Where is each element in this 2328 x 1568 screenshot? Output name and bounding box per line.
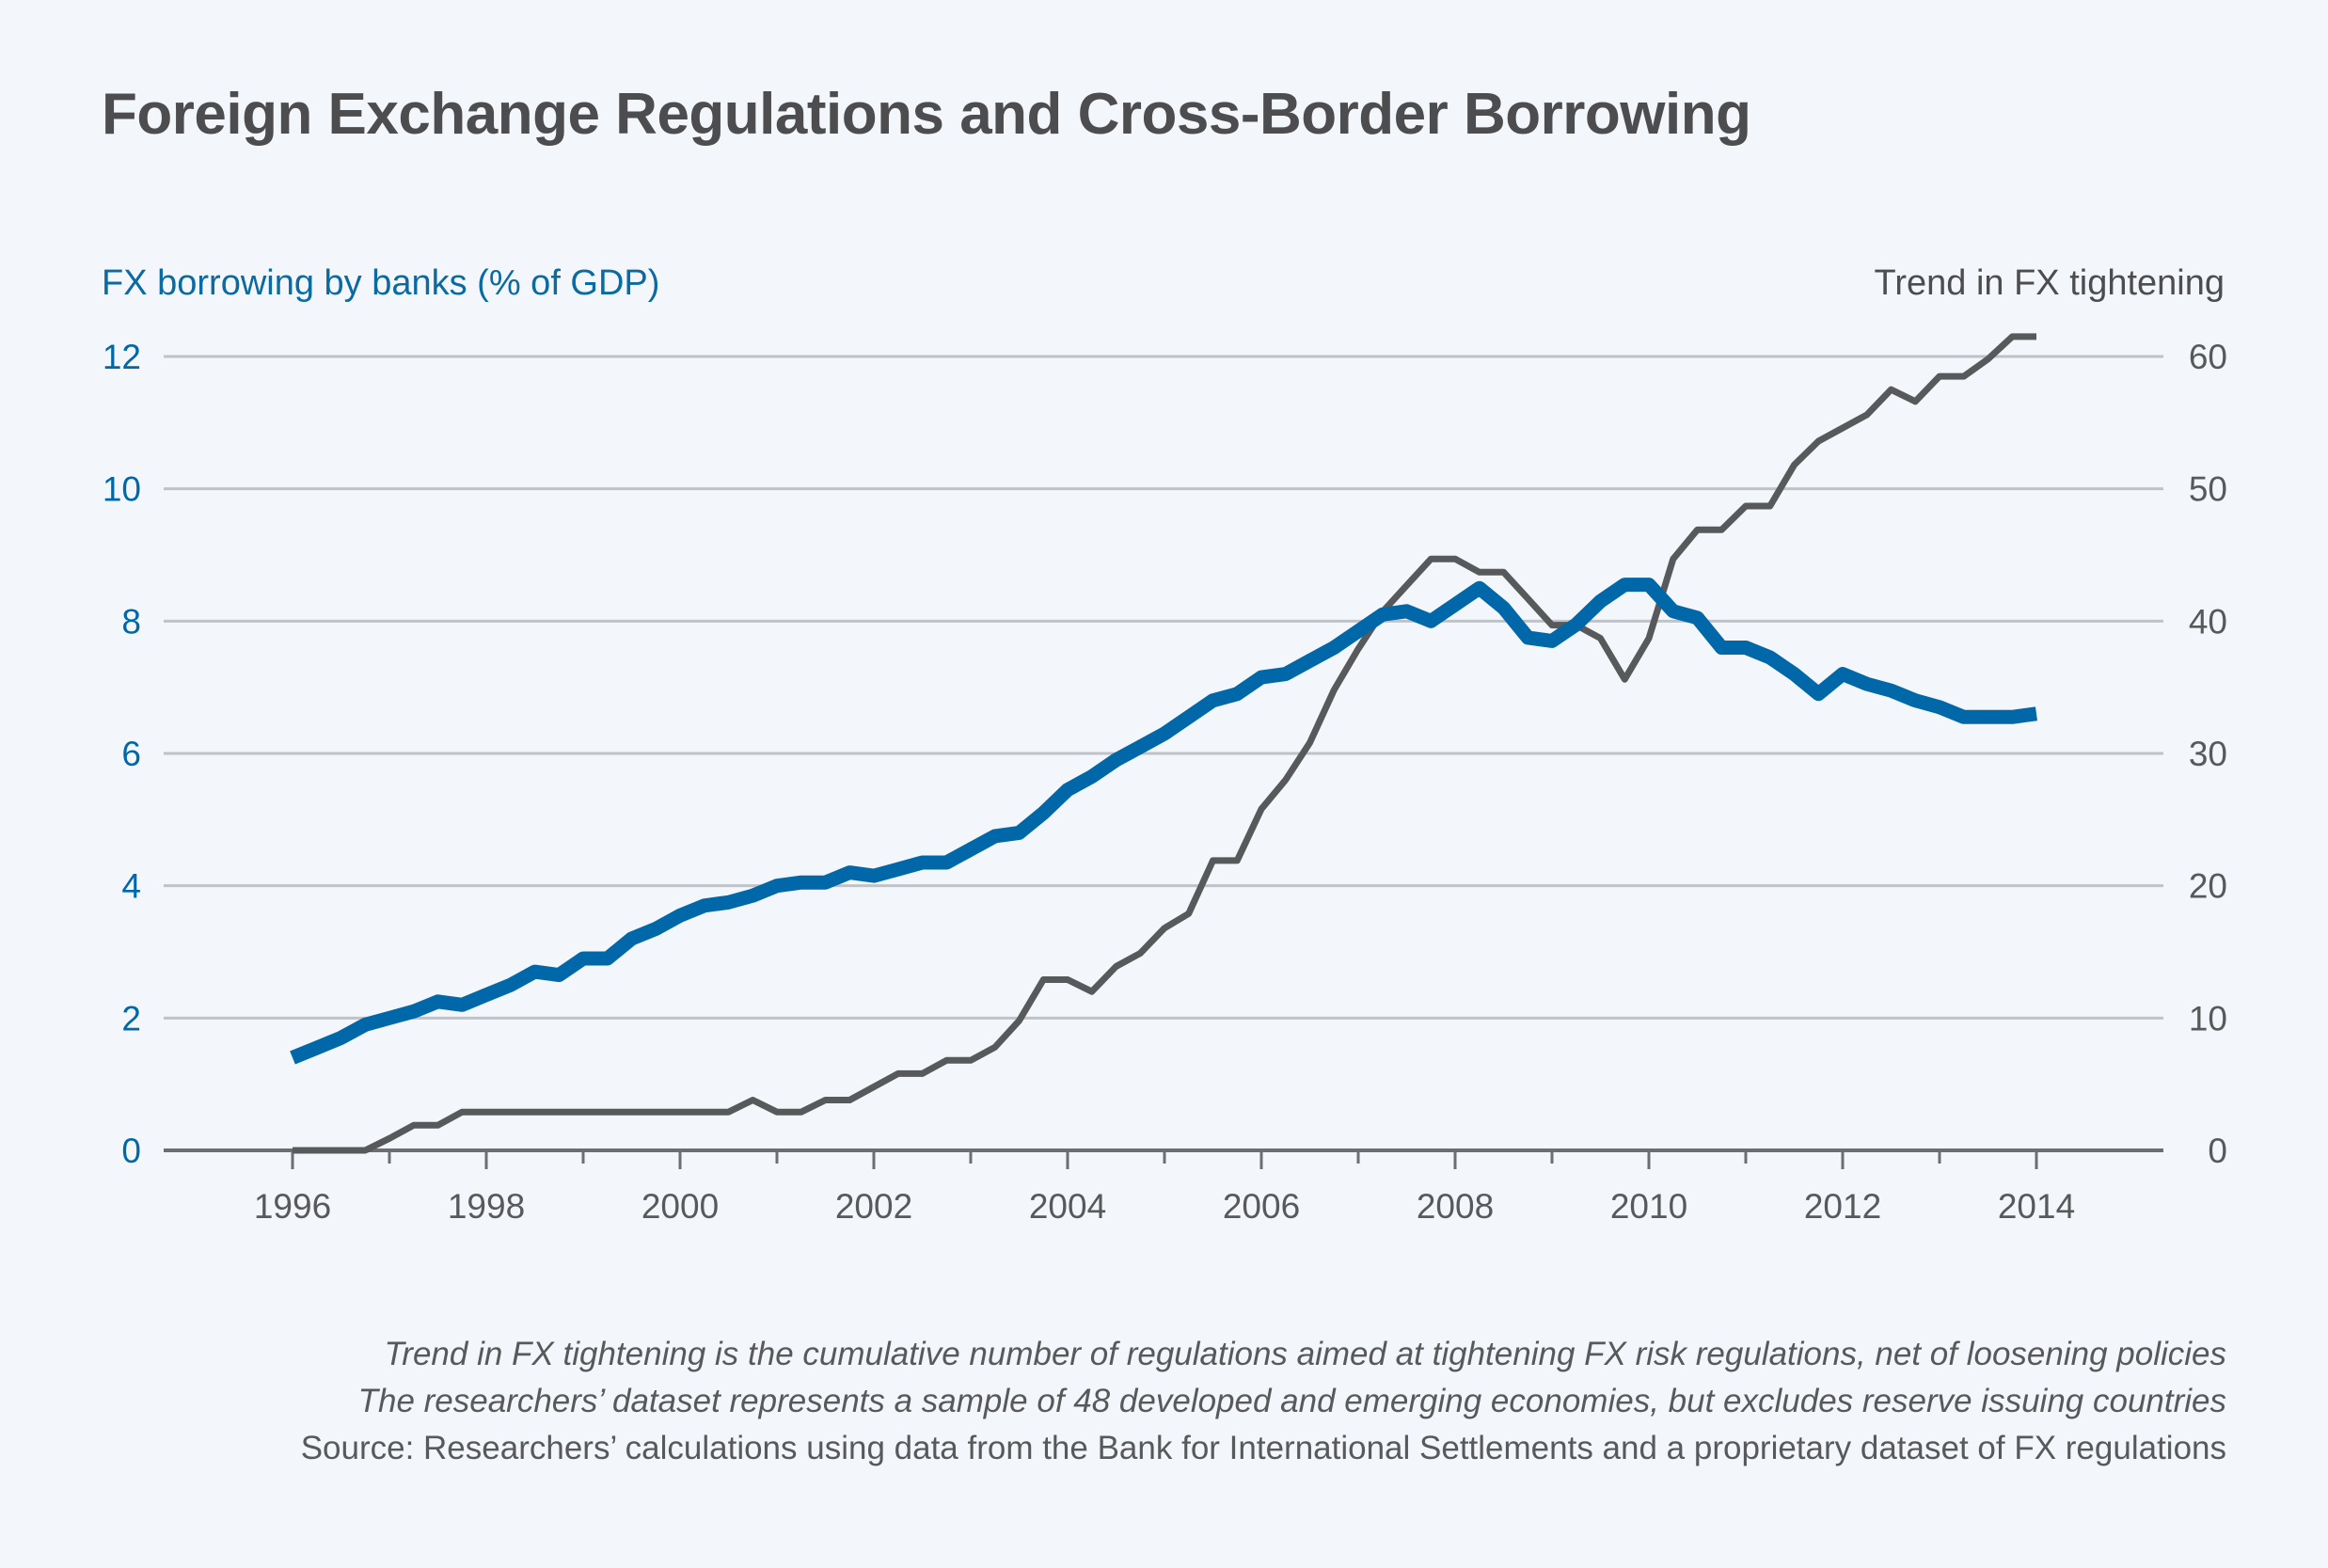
left-tick-label: 6: [121, 735, 141, 773]
series-line-fx-borrowing: [290, 578, 2038, 1065]
x-tick-label: 2002: [835, 1187, 912, 1226]
x-tick-label: 2014: [1998, 1187, 2075, 1226]
note-sample: The researchers’ dataset represents a sa…: [357, 1383, 2226, 1419]
x-tick-label: 2008: [1417, 1187, 1494, 1226]
right-tick-label: 60: [2189, 338, 2227, 376]
right-tick-label: 30: [2189, 735, 2227, 773]
right-axis-label: Trend in FX tightening: [1874, 263, 2225, 303]
left-tick-label: 2: [121, 999, 141, 1037]
left-axis-label: FX borrowing by banks (% of GDP): [102, 263, 660, 303]
left-tick-label: 8: [121, 602, 141, 641]
x-tick-label: 2012: [1804, 1187, 1881, 1226]
left-tick-label: 12: [103, 338, 141, 376]
x-tick-label: 2000: [641, 1187, 719, 1226]
x-tick-label: 1998: [448, 1187, 525, 1226]
x-tick-label: 2004: [1029, 1187, 1106, 1226]
right-tick-label: 20: [2189, 867, 2227, 906]
right-tick-label: 40: [2189, 602, 2227, 641]
series-line-fx-tightening: [293, 333, 2036, 1154]
left-tick-label: 4: [121, 867, 141, 906]
left-tick-label: 0: [121, 1132, 141, 1170]
left-tick-label: 10: [103, 470, 141, 509]
chart-notes: Trend in FX tightening is the cumulative…: [301, 1331, 2226, 1472]
note-tightening: Trend in FX tightening is the cumulative…: [384, 1336, 2226, 1372]
x-tick-label: 1996: [254, 1187, 331, 1226]
note-source: Source: Researchers’ calculations using …: [300, 1430, 2226, 1466]
right-tick-label: 10: [2189, 999, 2227, 1037]
chart-title: Foreign Exchange Regulations and Cross-B…: [102, 82, 1751, 147]
right-tick-label: 50: [2189, 470, 2227, 509]
right-tick-label: 0: [2208, 1132, 2227, 1170]
x-tick-label: 2006: [1223, 1187, 1300, 1226]
x-tick-label: 2010: [1610, 1187, 1687, 1226]
